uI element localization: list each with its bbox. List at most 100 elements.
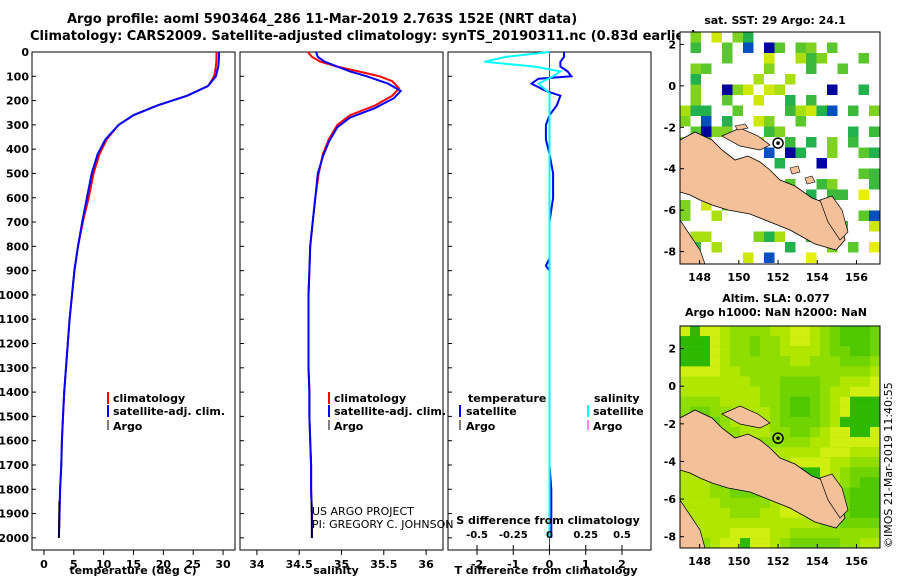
- sla-cell: [720, 336, 730, 346]
- temperature-panel: 0510152025300100200300400500600700800900…: [0, 46, 235, 577]
- sla-cell: [740, 528, 750, 538]
- sst-cell: [764, 148, 775, 159]
- sst-cell: [722, 116, 733, 127]
- sla-cell: [850, 387, 860, 397]
- sst-cell: [817, 158, 828, 169]
- sst-cell: [712, 242, 723, 253]
- sla-cell: [770, 387, 780, 397]
- sst-cell: [859, 85, 870, 96]
- series-line-climatology: [308, 52, 399, 538]
- sla-cell: [690, 508, 700, 518]
- sst-cell: [817, 179, 828, 190]
- sla-cell: [850, 417, 860, 427]
- sst-cell: [701, 116, 712, 127]
- sla-cell: [690, 366, 700, 376]
- sla-cell: [860, 377, 870, 387]
- sla-cell: [710, 397, 720, 407]
- sla-cell: [710, 538, 720, 548]
- sla-cell: [840, 326, 850, 336]
- sla-cell: [870, 346, 880, 356]
- sla-cell: [780, 336, 790, 346]
- sla-cell: [700, 326, 710, 336]
- sla-cell: [870, 366, 880, 376]
- sla-cell: [850, 488, 860, 498]
- sla-cell: [750, 528, 760, 538]
- x-tick-label: 35.5: [370, 558, 397, 571]
- sla-cell: [800, 356, 810, 366]
- sla-cell: [850, 407, 860, 417]
- legend-t-satellite-label: satellite: [466, 405, 517, 418]
- sst-cell: [827, 148, 838, 159]
- sla-cell: [720, 538, 730, 548]
- sla-cell: [850, 498, 860, 508]
- sla-cell: [860, 478, 870, 488]
- argo-float-dot: [776, 141, 780, 145]
- sla-cell: [770, 528, 780, 538]
- sla-cell: [680, 387, 690, 397]
- sla-cell: [760, 377, 770, 387]
- y-tick-label: 0: [21, 46, 29, 59]
- sla-cell: [810, 528, 820, 538]
- y-tick-label: 800: [6, 240, 29, 253]
- sst-cell: [806, 137, 817, 148]
- y-tick-label: 100: [6, 70, 29, 83]
- salinity-panel: 3434.53535.536 salinity climatology sate…: [240, 52, 453, 577]
- sla-cell: [850, 518, 860, 528]
- sla-cell: [810, 377, 820, 387]
- sla-cell: [860, 427, 870, 437]
- legend-satellite-label: satellite-adj. clim.: [334, 405, 446, 418]
- legend-climatology-label: climatology: [113, 392, 185, 405]
- sst-cell: [827, 106, 838, 117]
- x-tick-label: 0: [40, 558, 48, 571]
- sla-cell: [820, 417, 830, 427]
- sst-cell: [775, 127, 786, 138]
- sla-cell: [820, 447, 830, 457]
- legend-t-argo-label: Argo: [466, 420, 496, 433]
- top-x-tick-label: 0.5: [613, 530, 631, 541]
- sla-cell: [780, 508, 790, 518]
- sla-cell: [810, 336, 820, 346]
- sla-cell: [790, 377, 800, 387]
- legend-climatology-label: climatology: [334, 392, 406, 405]
- sla-cell: [870, 498, 880, 508]
- sla-cell: [820, 387, 830, 397]
- y-tick-label: 1200: [0, 338, 29, 351]
- sst-cell: [754, 95, 765, 106]
- map-y-tick-label: 2: [668, 343, 676, 356]
- sla-cell: [870, 397, 880, 407]
- sla-cell: [820, 528, 830, 538]
- sst-cell: [806, 43, 817, 54]
- sst-cell: [733, 32, 744, 43]
- sst-cell: [859, 190, 870, 201]
- sla-cell: [700, 488, 710, 498]
- sst-cell: [796, 53, 807, 64]
- sst-cell: [680, 200, 691, 211]
- x-tick-label: 34.5: [286, 558, 313, 571]
- sla-cell: [750, 377, 760, 387]
- y-tick-label: 1900: [0, 508, 29, 521]
- sla-cell: [830, 447, 840, 457]
- sla-cell: [770, 356, 780, 366]
- sla-cell: [680, 377, 690, 387]
- sst-cell: [817, 53, 828, 64]
- sla-cell: [740, 346, 750, 356]
- sst-cell: [764, 43, 775, 54]
- sla-cell: [710, 336, 720, 346]
- sla-cell: [800, 538, 810, 548]
- sla-cell: [810, 387, 820, 397]
- sst-cell: [701, 106, 712, 117]
- sla-cell: [790, 397, 800, 407]
- sla-cell: [760, 508, 770, 518]
- map-x-tick-label: 150: [727, 555, 750, 568]
- sla-cell: [820, 407, 830, 417]
- sla-cell: [750, 387, 760, 397]
- sla-cell: [780, 377, 790, 387]
- sla-cell: [800, 366, 810, 376]
- sst-cell: [764, 64, 775, 75]
- legend-argo-label: Argo: [113, 420, 143, 433]
- sla-cell: [860, 498, 870, 508]
- sla-cell: [820, 437, 830, 447]
- sla-cell: [830, 528, 840, 538]
- sla-cell: [750, 346, 760, 356]
- sla-cell: [740, 508, 750, 518]
